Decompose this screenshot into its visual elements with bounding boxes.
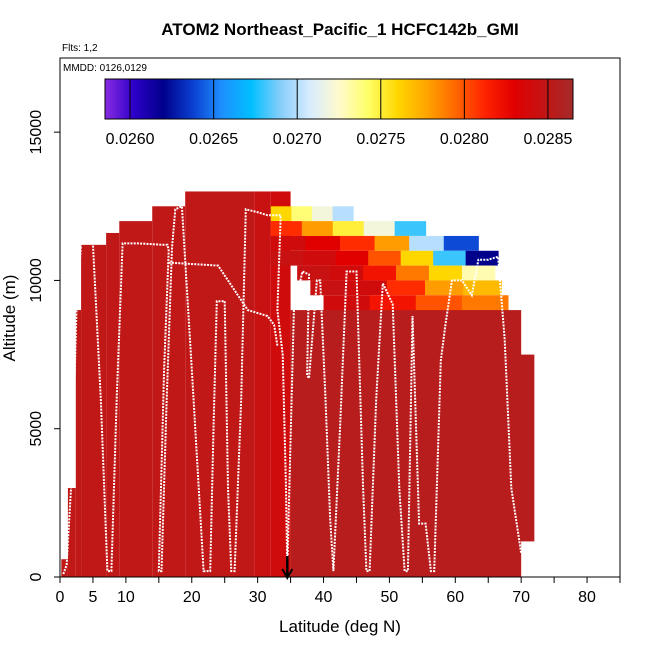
y-axis-label: Altitude (m) (0, 275, 19, 362)
flight-track-line-2 (168, 261, 279, 346)
data-column-5 (119, 221, 153, 577)
data-cell-layer0-0 (270, 206, 292, 222)
data-cell-layer3-2 (335, 250, 369, 266)
data-cell-layer3-4 (400, 250, 434, 266)
data-cells (61, 191, 535, 578)
colorbar-tick-label-3: 0.0275 (356, 131, 405, 148)
data-cell-layer2-5 (443, 235, 479, 251)
data-column-3 (81, 244, 107, 577)
chart-title: ATOM2 Northeast_Pacific_1 HCFC142b_GMI (161, 20, 518, 39)
data-cell-layer4-2 (363, 265, 397, 281)
data-cell-layer2-4 (409, 235, 445, 251)
y-tick-label-0: 0 (28, 572, 45, 581)
data-cell-layer4-1 (330, 265, 364, 281)
flights-label: Flts: 1,2 (62, 43, 98, 54)
x-tick-label-0: 0 (56, 589, 65, 606)
colorbar-tick-label-2: 0.0270 (273, 131, 322, 148)
y-tick-label-1: 5000 (28, 411, 45, 447)
data-cell-layer4-3 (396, 265, 430, 281)
data-column-2 (75, 310, 82, 577)
data-cell-layer3-6 (465, 250, 499, 266)
data-cell-lower-east (290, 310, 522, 577)
data-cell-layer1-2 (332, 221, 365, 236)
data-column-8 (254, 191, 271, 577)
data-cell-layer2-2 (340, 235, 376, 251)
data-column-1 (67, 488, 76, 577)
marker-head (281, 568, 294, 581)
data-cell-layer0-2 (312, 206, 334, 222)
data-cell-layer1-4 (394, 221, 427, 236)
data-cell-layer3-1 (303, 250, 337, 266)
mmdd-label: MMDD: 0126,0129 (63, 63, 147, 74)
data-column-6 (152, 206, 186, 578)
colorbar-tick-label-5: 0.0285 (523, 131, 572, 148)
y-tick-label-3: 15000 (28, 110, 45, 155)
x-axis: 0 5 10 20 30 40 50 60 70 80 (56, 576, 621, 606)
data-cell-layer2-3 (374, 235, 410, 251)
data-column-4 (106, 232, 120, 577)
y-axis: 0 5000 10000 15000 (28, 110, 60, 581)
x-axis-label: Latitude (deg N) (279, 617, 401, 636)
x-tick-label-1: 5 (88, 589, 97, 606)
data-cell-layer3-5 (433, 250, 467, 266)
data-cell-layer4-5 (461, 265, 496, 281)
x-tick-label-5: 40 (315, 589, 333, 606)
data-cell-layer1-3 (363, 221, 396, 236)
data-column-7 (185, 191, 255, 577)
data-cell-layer5-3 (424, 280, 464, 296)
x-tick-label-8: 70 (512, 589, 530, 606)
data-cell-layer0-1 (291, 206, 313, 222)
x-tick-label-4: 30 (249, 589, 267, 606)
data-cell-layer5-4 (463, 280, 502, 296)
data-cell-layer2-0 (270, 235, 306, 251)
data-cell-layer2-1 (305, 235, 341, 251)
colorbar-tick-label-4: 0.0280 (440, 131, 489, 148)
x-tick-label-7: 60 (446, 589, 464, 606)
data-cell-layer4-0 (297, 265, 331, 281)
x-tick-label-6: 50 (381, 589, 399, 606)
latitude-marker-arrow (281, 556, 294, 581)
data-cell-layer1-0 (270, 221, 303, 236)
data-column-0 (61, 559, 68, 577)
data-cell-layer0-3 (332, 206, 354, 222)
colorbar: 0.0260 0.0265 0.0270 0.0275 0.0280 0.0285 (104, 78, 574, 148)
x-tick-label-9: 80 (578, 589, 596, 606)
data-cell-layer5-2 (386, 280, 426, 296)
data-cell-layer3-0 (270, 250, 304, 266)
x-tick-label-3: 20 (183, 589, 201, 606)
data-cell-layer1-1 (301, 221, 334, 236)
data-cell-layer5-1 (348, 280, 388, 296)
colorbar-tick-label-0: 0.0260 (106, 131, 155, 148)
data-cell-layer4-4 (428, 265, 463, 281)
colorbar-tick-label-1: 0.0265 (189, 131, 238, 148)
x-tick-label-2: 10 (117, 589, 135, 606)
colorbar-gradient (104, 78, 574, 120)
data-column-9 (270, 191, 291, 577)
y-tick-label-2: 10000 (28, 258, 45, 303)
data-cell-layer3-3 (368, 250, 402, 266)
